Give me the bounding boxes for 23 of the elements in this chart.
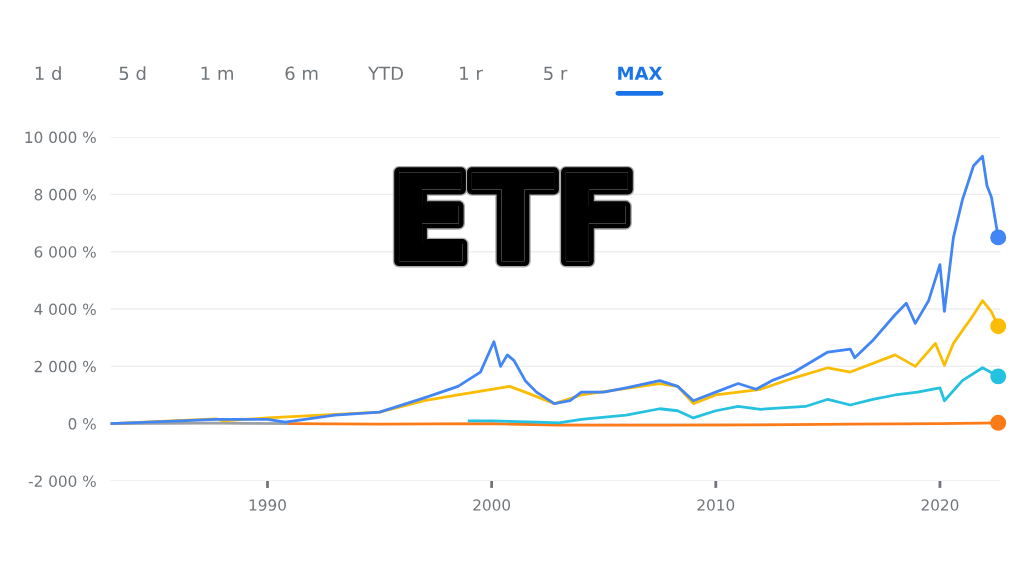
text: 5 r (544, 66, 568, 81)
text: 5 d (119, 66, 146, 81)
text: 1 d (35, 66, 61, 81)
y-tick-label: -2 000 % (28, 475, 96, 487)
y-tick-label: 6 000 % (34, 246, 96, 258)
x-tick-label: 1990 (249, 499, 286, 511)
y-tick-label: 8 000 % (34, 188, 96, 201)
text: MAX (618, 66, 663, 80)
text: YTD (368, 66, 403, 80)
x-tick-label: 2010 (697, 499, 735, 511)
point (990, 318, 1007, 335)
y-tick-label: 10 000 % (25, 131, 96, 144)
y-tick-label: 4 000 % (34, 303, 96, 316)
text: 1 m (201, 66, 233, 80)
point (990, 368, 1007, 385)
text: 6 m (285, 66, 318, 81)
y-tick-label: 2 000 % (34, 360, 96, 373)
x-tick-label: 2020 (921, 499, 959, 511)
y-tick-label: 0 % (68, 418, 96, 430)
point (990, 229, 1007, 246)
text: 1 r (460, 66, 483, 80)
x-tick-label: 2000 (473, 499, 511, 511)
point (990, 414, 1007, 431)
